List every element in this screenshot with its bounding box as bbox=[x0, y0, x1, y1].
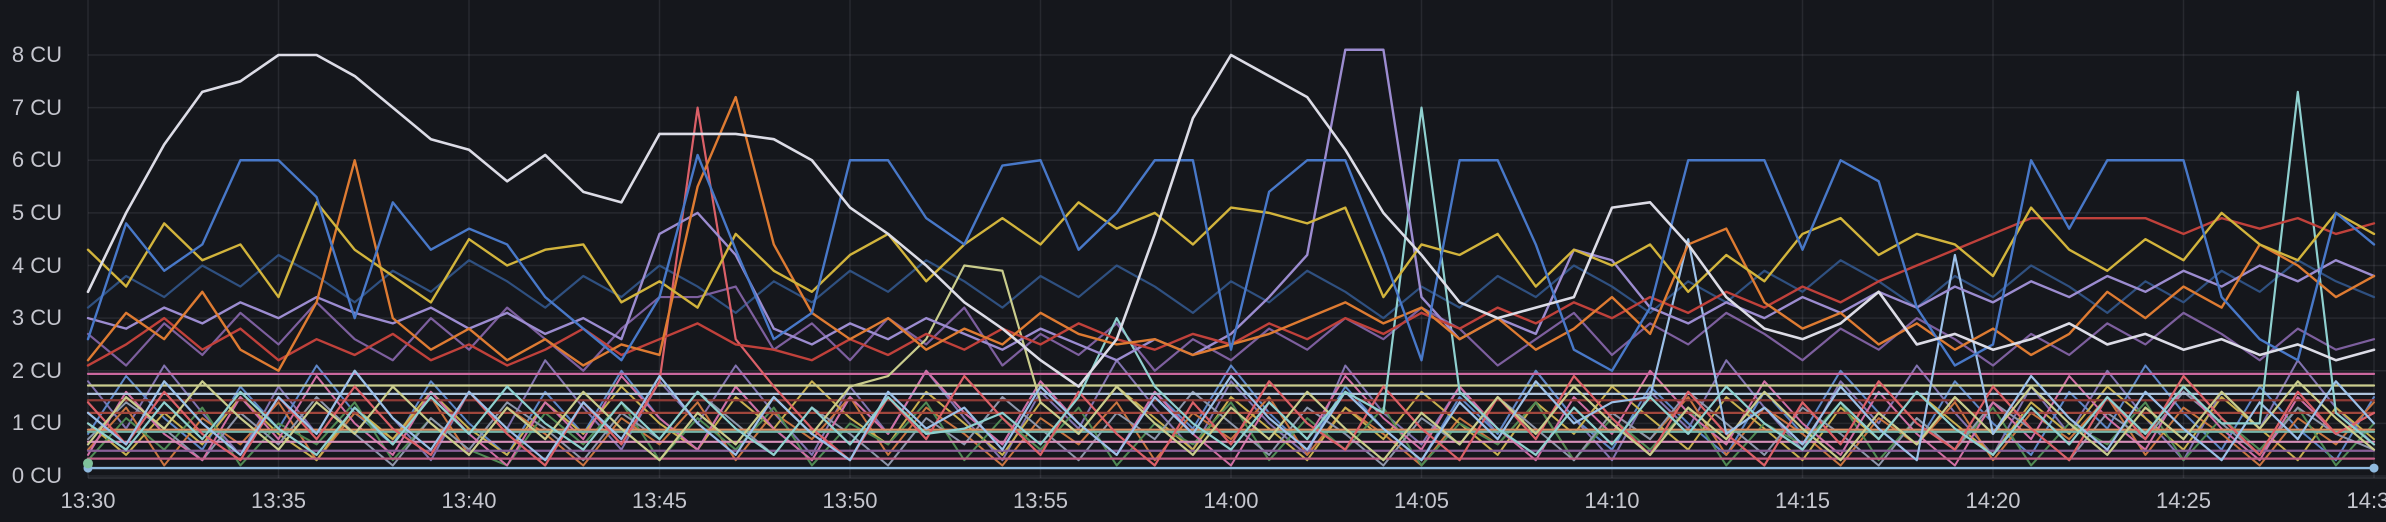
y-tick-label: 8 CU bbox=[11, 42, 62, 67]
series-low-zigzag-steelblue bbox=[87, 364, 2375, 462]
y-tick-label: 0 CU bbox=[11, 463, 62, 488]
y-tick-label: 2 CU bbox=[11, 357, 62, 383]
series-endpoint-flat-lightblue-015 bbox=[2369, 463, 2379, 473]
series-lines bbox=[83, 48, 2379, 473]
x-tick-label: 14:25 bbox=[2155, 488, 2212, 513]
x-tick-label: 13:45 bbox=[631, 488, 688, 513]
series-pale-teal bbox=[86, 90, 2376, 457]
series-gold bbox=[86, 201, 2376, 309]
series-navy bbox=[86, 253, 2376, 320]
y-tick-label: 3 CU bbox=[11, 305, 62, 331]
y-tick-label: 1 CU bbox=[11, 410, 62, 436]
x-tick-label: 13:50 bbox=[822, 488, 878, 513]
series-mauve bbox=[86, 285, 2376, 372]
y-tick-label: 6 CU bbox=[11, 147, 62, 173]
x-tick-label: 14:05 bbox=[1393, 488, 1450, 513]
series-blue bbox=[86, 153, 2376, 372]
x-tick-label: 13:40 bbox=[441, 488, 497, 513]
x-tick-label: 13:35 bbox=[250, 488, 307, 513]
y-tick-label: 5 CU bbox=[11, 199, 62, 225]
y-tick-label: 7 CU bbox=[11, 94, 62, 120]
grid-lines bbox=[87, 0, 2386, 479]
x-tick-label: 13:55 bbox=[1012, 488, 1069, 513]
x-tick-label: 14:15 bbox=[1774, 488, 1831, 513]
x-tick-label: 13:30 bbox=[60, 488, 116, 513]
x-tick-label: 14:20 bbox=[1965, 488, 2021, 513]
series-white bbox=[86, 53, 2376, 388]
x-tick-label: 14:10 bbox=[1584, 488, 1640, 513]
x-tick-label: 14:00 bbox=[1203, 488, 1259, 513]
series-lightblue bbox=[86, 238, 2376, 462]
y-tick-label: 4 CU bbox=[11, 252, 62, 278]
x-tick-label: 14:30 bbox=[2346, 488, 2386, 513]
series-point-start-dot-green bbox=[83, 458, 93, 469]
